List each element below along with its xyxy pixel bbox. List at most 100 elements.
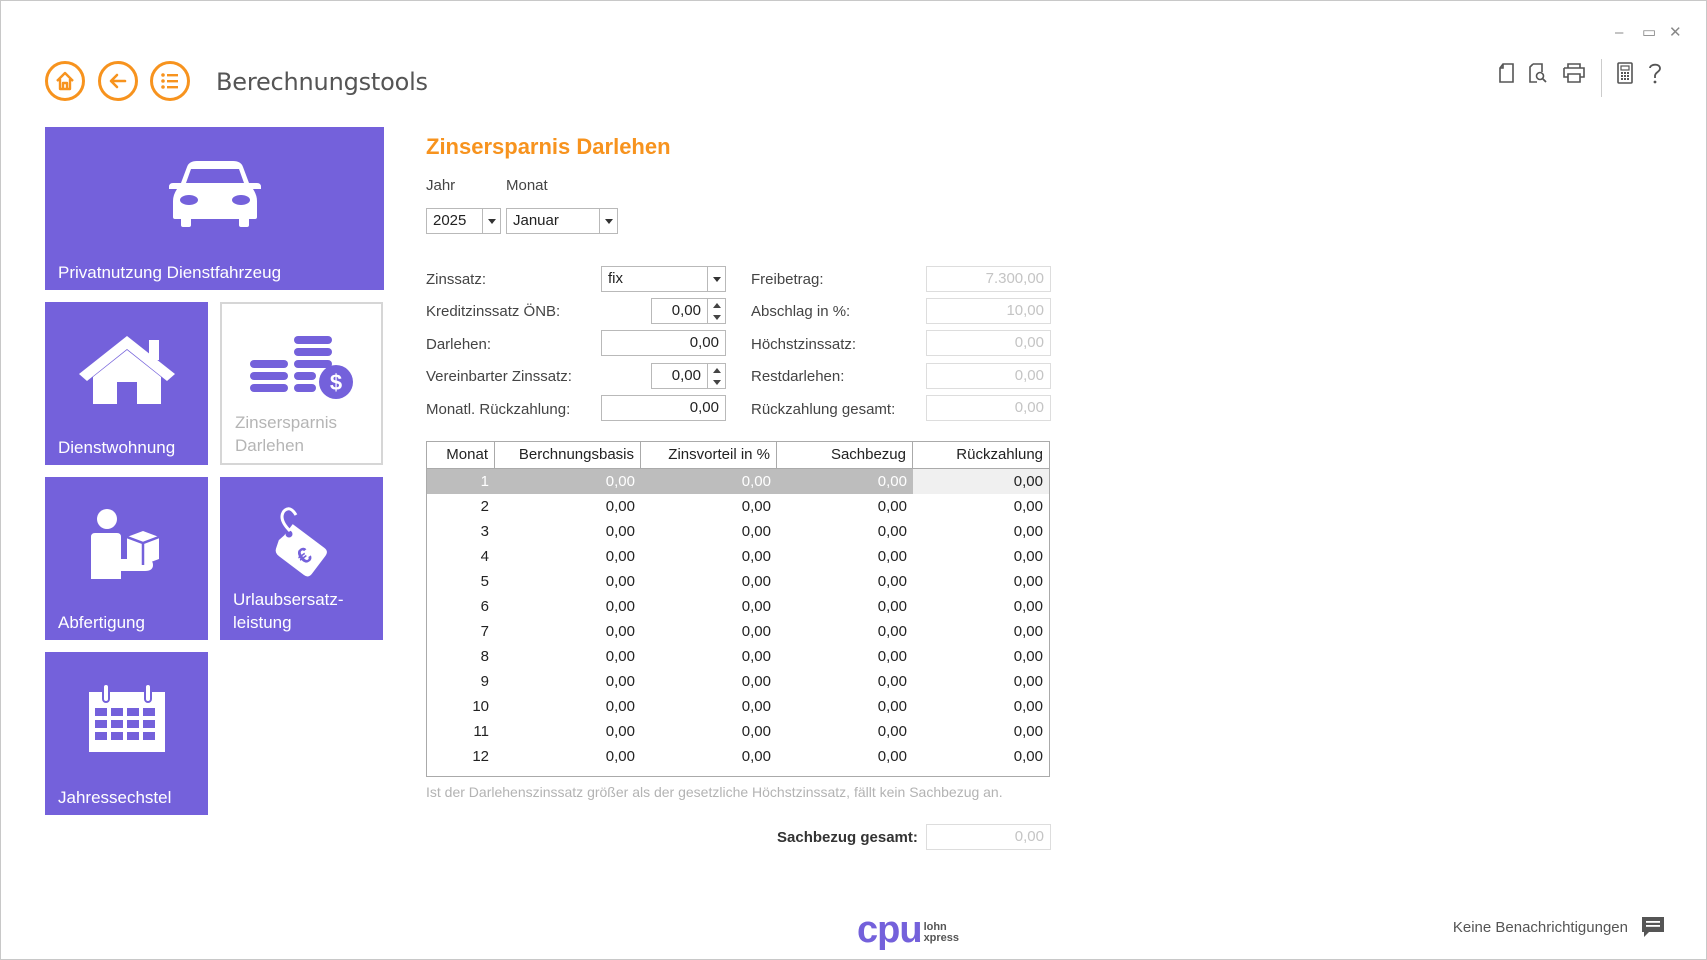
- table-cell[interactable]: 0,00: [1013, 698, 1043, 715]
- table-row[interactable]: 3 0,00 0,00 0,00 0,00: [427, 519, 1049, 544]
- table-cell[interactable]: 0,00: [741, 523, 771, 540]
- table-cell[interactable]: 0,00: [605, 748, 635, 765]
- table-cell[interactable]: 0,00: [1013, 523, 1043, 540]
- print-button[interactable]: [1561, 61, 1587, 85]
- column-header-rueckzahlung[interactable]: Rückzahlung: [956, 446, 1043, 463]
- chevron-down-icon[interactable]: [599, 209, 617, 233]
- menu-button[interactable]: [150, 61, 190, 101]
- table-cell[interactable]: 0,00: [605, 698, 635, 715]
- table-cell[interactable]: 0,00: [741, 548, 771, 565]
- table-cell[interactable]: 0,00: [877, 748, 907, 765]
- year-select[interactable]: 2025: [426, 208, 501, 234]
- minimize-button[interactable]: –: [1615, 24, 1624, 41]
- table-cell[interactable]: 0,00: [1013, 498, 1043, 515]
- table-cell[interactable]: 3: [480, 523, 489, 540]
- column-header-berechnungsbasis[interactable]: Berchnungsbasis: [495, 442, 641, 468]
- tile-zinsersparnis-darlehen[interactable]: $ Zinsersparnis Darlehen: [220, 302, 383, 465]
- tile-privatnutzung-dienstfahrzeug[interactable]: Privatnutzung Dienstfahrzeug: [45, 127, 384, 290]
- spin-down-icon[interactable]: [708, 376, 725, 388]
- table-cell[interactable]: 0,00: [741, 573, 771, 590]
- table-row[interactable]: 8 0,00 0,00 0,00 0,00: [427, 644, 1049, 669]
- vereinbarter-zinssatz-input[interactable]: 0,00: [651, 363, 708, 389]
- help-button[interactable]: [1643, 61, 1667, 85]
- table-cell[interactable]: 0,00: [913, 469, 1049, 494]
- table-row[interactable]: 12 0,00 0,00 0,00 0,00: [427, 744, 1049, 769]
- tile-jahressechstel[interactable]: Jahressechstel: [45, 652, 208, 815]
- monatl-rueckzahlung-input[interactable]: 0,00: [601, 395, 726, 421]
- table-cell[interactable]: 0,00: [741, 648, 771, 665]
- table-cell[interactable]: 2: [480, 498, 489, 515]
- kreditzinssatz-stepper[interactable]: [708, 298, 726, 324]
- table-cell[interactable]: 0,00: [877, 623, 907, 640]
- chevron-down-icon[interactable]: [482, 209, 500, 233]
- table-cell[interactable]: 8: [480, 648, 489, 665]
- table-cell[interactable]: 6: [480, 598, 489, 615]
- table-cell[interactable]: 0,00: [605, 723, 635, 740]
- table-cell[interactable]: 9: [480, 673, 489, 690]
- tile-dienstwohnung[interactable]: Dienstwohnung: [45, 302, 208, 465]
- home-button[interactable]: [45, 61, 85, 101]
- search-document-button[interactable]: [1526, 61, 1550, 85]
- column-header-zinsvorteil[interactable]: Zinsvorteil in %: [641, 442, 777, 468]
- table-row[interactable]: 4 0,00 0,00 0,00 0,00: [427, 544, 1049, 569]
- table-cell[interactable]: 0,00: [1013, 623, 1043, 640]
- table-cell[interactable]: 0,00: [877, 548, 907, 565]
- table-cell[interactable]: 0,00: [605, 523, 635, 540]
- tile-abfertigung[interactable]: Abfertigung: [45, 477, 208, 640]
- table-cell[interactable]: 0,00: [605, 673, 635, 690]
- spin-up-icon[interactable]: [708, 364, 725, 376]
- table-cell[interactable]: 0,00: [741, 748, 771, 765]
- table-cell[interactable]: 0,00: [877, 573, 907, 590]
- table-cell[interactable]: 0,00: [741, 723, 771, 740]
- table-cell[interactable]: 0,00: [1013, 748, 1043, 765]
- table-cell[interactable]: 0,00: [777, 469, 913, 494]
- table-cell[interactable]: 5: [480, 573, 489, 590]
- table-cell[interactable]: 0,00: [741, 698, 771, 715]
- zinssatz-select[interactable]: fix: [601, 266, 726, 292]
- table-row[interactable]: 7 0,00 0,00 0,00 0,00: [427, 619, 1049, 644]
- calculator-button[interactable]: [1613, 61, 1637, 85]
- table-row[interactable]: 2 0,00 0,00 0,00 0,00: [427, 494, 1049, 519]
- table-cell[interactable]: 0,00: [641, 469, 777, 494]
- monthly-table[interactable]: Monat Berchnungsbasis Zinsvorteil in % S…: [426, 441, 1050, 777]
- table-cell[interactable]: 1: [427, 469, 495, 494]
- table-row[interactable]: 1 0,00 0,00 0,00 0,00: [427, 469, 1049, 494]
- spin-down-icon[interactable]: [708, 311, 725, 323]
- table-cell[interactable]: 0,00: [741, 498, 771, 515]
- table-cell[interactable]: 0,00: [877, 498, 907, 515]
- column-header-monat[interactable]: Monat: [427, 442, 495, 468]
- table-cell[interactable]: 10: [472, 698, 489, 715]
- table-cell[interactable]: 0,00: [605, 573, 635, 590]
- table-cell[interactable]: 0,00: [605, 548, 635, 565]
- table-cell[interactable]: 0,00: [495, 469, 641, 494]
- table-row[interactable]: 5 0,00 0,00 0,00 0,00: [427, 569, 1049, 594]
- table-cell[interactable]: 0,00: [741, 623, 771, 640]
- table-row[interactable]: 9 0,00 0,00 0,00 0,00: [427, 669, 1049, 694]
- table-cell[interactable]: 0,00: [877, 523, 907, 540]
- table-cell[interactable]: 4: [480, 548, 489, 565]
- kreditzinssatz-input[interactable]: 0,00: [651, 298, 708, 324]
- table-cell[interactable]: 0,00: [877, 698, 907, 715]
- table-cell[interactable]: 0,00: [1013, 648, 1043, 665]
- table-row[interactable]: 6 0,00 0,00 0,00 0,00: [427, 594, 1049, 619]
- back-button[interactable]: [98, 61, 138, 101]
- table-row[interactable]: 10 0,00 0,00 0,00 0,00: [427, 694, 1049, 719]
- chat-message-icon[interactable]: [1641, 916, 1665, 938]
- table-cell[interactable]: 0,00: [1013, 573, 1043, 590]
- table-cell[interactable]: 0,00: [605, 598, 635, 615]
- table-cell[interactable]: 0,00: [877, 723, 907, 740]
- table-cell[interactable]: 12: [472, 748, 489, 765]
- table-cell[interactable]: 0,00: [1013, 723, 1043, 740]
- table-cell[interactable]: 0,00: [741, 673, 771, 690]
- table-cell[interactable]: 0,00: [741, 598, 771, 615]
- close-button[interactable]: ✕: [1669, 24, 1682, 41]
- month-select[interactable]: Januar: [506, 208, 618, 234]
- table-cell[interactable]: 0,00: [1013, 548, 1043, 565]
- vereinbarter-zinssatz-stepper[interactable]: [708, 363, 726, 389]
- document-button[interactable]: [1495, 61, 1519, 85]
- table-cell[interactable]: 7: [480, 623, 489, 640]
- darlehen-input[interactable]: 0,00: [601, 330, 726, 356]
- spin-up-icon[interactable]: [708, 299, 725, 311]
- tile-urlaubsersatzleistung[interactable]: € Urlaubsersatz-leistung: [220, 477, 383, 640]
- table-cell[interactable]: 0,00: [605, 623, 635, 640]
